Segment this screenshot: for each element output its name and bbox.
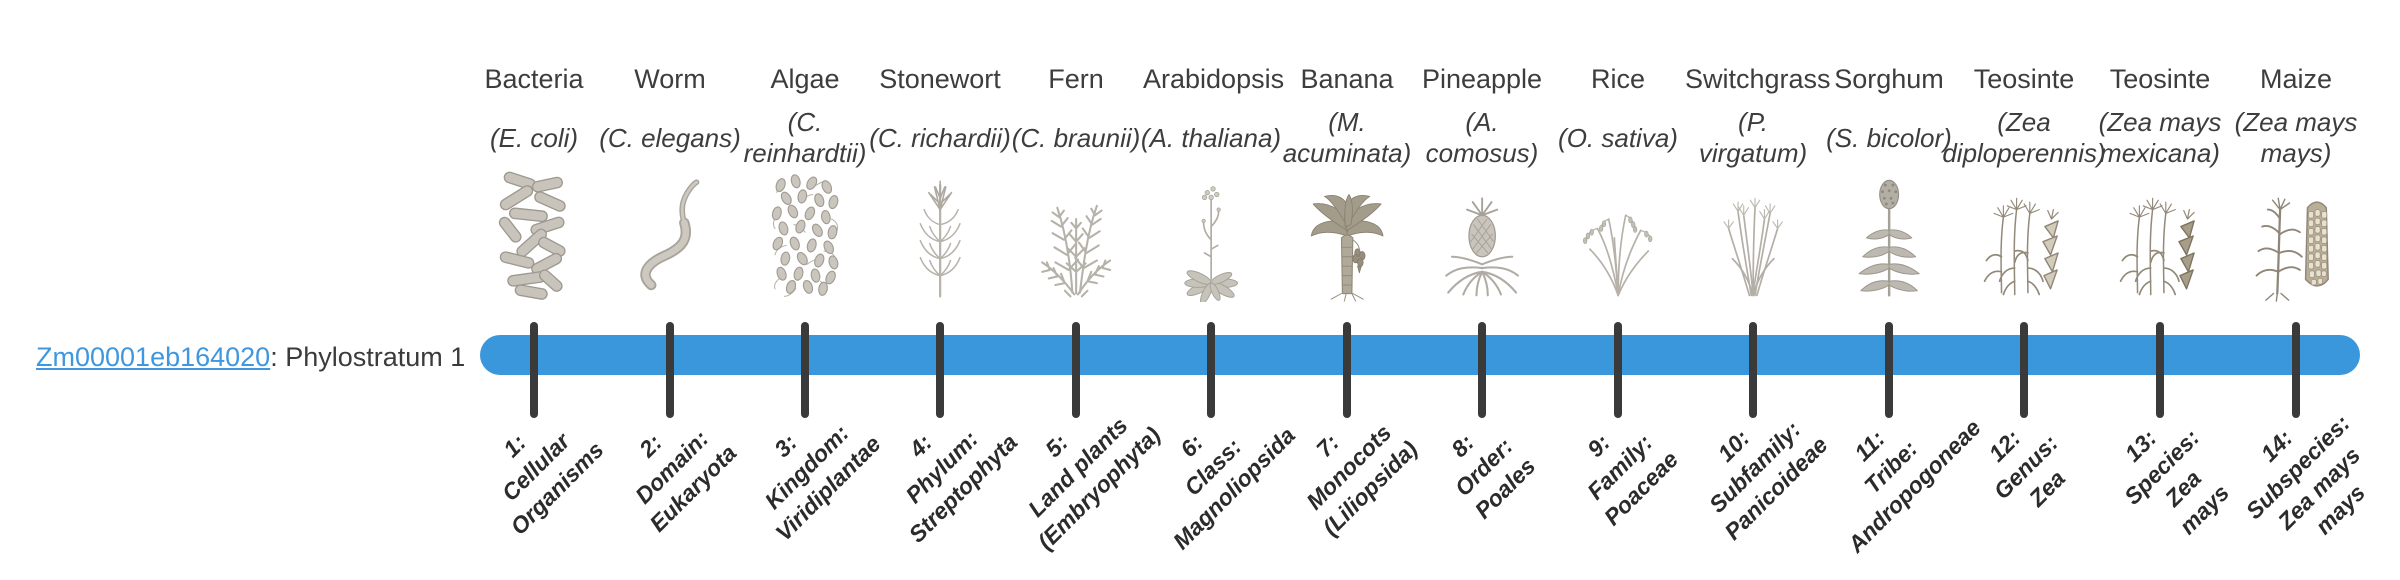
organism-name: Teosinte <box>2109 64 2211 94</box>
stage-label-4: 4: Phylum: Streptophyta <box>900 425 1023 548</box>
timeline-tick-3 <box>801 322 809 418</box>
timeline-tick-1 <box>530 322 538 418</box>
stonewort-illustration <box>872 168 1008 302</box>
organism-name: Pineapple <box>1421 64 1543 94</box>
stage-label-12: 12: Genus: Zea <box>1983 424 2071 512</box>
timeline-tick-12 <box>2020 322 2028 418</box>
organism-species: (Zea mays mays) <box>2234 107 2358 168</box>
organism-species: (A. comosus) <box>1425 107 1539 168</box>
organism-column-fern: Fern (C. braunii) 5: Land plants (Embryo… <box>1008 0 1166 580</box>
stage-label-8: 8: Order: Poales <box>1446 429 1541 524</box>
organism-name: Arabidopsis <box>1143 64 1285 94</box>
organism-column-teosinte-mexicana: Teosinte (Zea mays mexicana) <box>2092 0 2235 580</box>
organism-column-sorghum: Sorghum (S. bicolor) 11: Tr <box>1821 0 1986 580</box>
organism-name: Maize <box>2259 64 2333 94</box>
timeline-tick-7 <box>1343 322 1351 418</box>
organism-name: Fern <box>1048 64 1104 94</box>
timeline-bar <box>480 335 2360 375</box>
organism-column-worm: Worm (C. elegans) 2: Domain: Eukaryota <box>599 0 741 580</box>
organism-species: (C. elegans) <box>599 122 741 153</box>
organism-species: (C. reinhardtii) <box>743 107 867 168</box>
organism-name: Switchgrass <box>1685 64 1831 94</box>
organism-column-pineapple: Pineapple (A. comosus) 8: Order: Poales <box>1414 0 1550 580</box>
organism-column-teosinte-diploperennis: Teosinte (Zea diploperennis) <box>1942 0 2105 580</box>
gene-id-link[interactable]: Zm00001eb164020 <box>36 342 271 372</box>
organism-species: (A. thaliana) <box>1140 122 1282 153</box>
arabidopsis-illustration <box>1143 168 1279 302</box>
organism-species: (Zea diploperennis) <box>1942 107 2106 168</box>
switchgrass-illustration <box>1685 168 1821 302</box>
organism-name: Stonewort <box>879 64 1001 94</box>
pineapple-illustration <box>1414 168 1550 302</box>
timeline-tick-4 <box>936 322 944 418</box>
timeline-tick-13 <box>2156 322 2164 418</box>
timeline-tick-2 <box>666 322 674 418</box>
phylostratum-text: : Phylostratum 1 <box>270 342 466 372</box>
stage-label-6: 6: Class: Magnoliopsida <box>1167 422 1301 555</box>
teosinte-mexicana-illustration <box>2092 168 2228 302</box>
organism-species: (P. virgatum) <box>1698 107 1808 168</box>
organism-name: Bacteria <box>484 64 584 94</box>
timeline-tick-9 <box>1614 322 1622 418</box>
organism-column-stonewort: Stonewort (C. richardii) 4: Phylum: Stre… <box>869 0 1022 580</box>
organism-column-maize: Maize (Zea mays mays) <box>2228 0 2371 580</box>
timeline-tick-8 <box>1478 322 1486 418</box>
organism-name: Worm <box>634 64 706 94</box>
timeline-tick-10 <box>1749 322 1757 418</box>
organism-species: (M. acuminata) <box>1282 107 1412 168</box>
rice-illustration <box>1550 168 1686 302</box>
organism-name: Rice <box>1590 64 1645 94</box>
timeline-tick-6 <box>1207 322 1215 418</box>
organism-column-bacteria: Bacteria (E. coli) 1: Cellular Organi <box>466 0 608 580</box>
sorghum-illustration <box>1821 168 1957 302</box>
stage-label-1: 1: Cellular Organisms <box>496 427 609 540</box>
stage-label-14: 14: Subspecies: Zea mays mays <box>2240 409 2371 540</box>
timeline-tick-14 <box>2292 322 2300 418</box>
organism-name: Teosinte <box>1973 64 2075 94</box>
teosinte-diploperennis-illustration <box>1956 168 2092 302</box>
algae-illustration <box>737 168 873 302</box>
organism-name: Sorghum <box>1834 64 1944 94</box>
organism-column-banana: Banana (M. acuminata) <box>1279 0 1423 580</box>
organism-species: (E. coli) <box>489 122 579 153</box>
organism-column-arabidopsis: Arabidopsis (A. thaliana) <box>1141 0 1300 580</box>
organism-species: (S. bicolor) <box>1826 122 1952 153</box>
organism-name: Banana <box>1300 64 1394 94</box>
organism-column-algae: Algae (C. reinhardtii) <box>737 0 886 580</box>
organism-species: (O. sativa) <box>1558 122 1678 153</box>
organism-column-rice: Rice (O. sativa) 9: Family: Poaceae <box>1550 0 1686 580</box>
fern-illustration <box>1008 168 1144 302</box>
worm-illustration <box>602 168 738 302</box>
gene-label: Zm00001eb164020: Phylostratum 1 <box>36 341 465 373</box>
organism-name: Algae <box>770 64 840 94</box>
organism-species: (C. braunii) <box>1011 122 1141 153</box>
timeline-tick-11 <box>1885 322 1893 418</box>
maize-illustration <box>2228 168 2364 302</box>
organism-species: (C. richardii) <box>869 122 1011 153</box>
stage-label-10: 10: Subfamily: Panicoideae <box>1703 416 1833 545</box>
banana-illustration <box>1279 168 1415 302</box>
organism-species: (Zea mays mexicana) <box>2098 107 2222 168</box>
timeline-tick-5 <box>1072 322 1080 418</box>
organism-column-switchgrass: Switchgrass (P. virgatum) 10: Subfamily: <box>1685 0 1833 580</box>
bacteria-illustration <box>466 168 602 302</box>
